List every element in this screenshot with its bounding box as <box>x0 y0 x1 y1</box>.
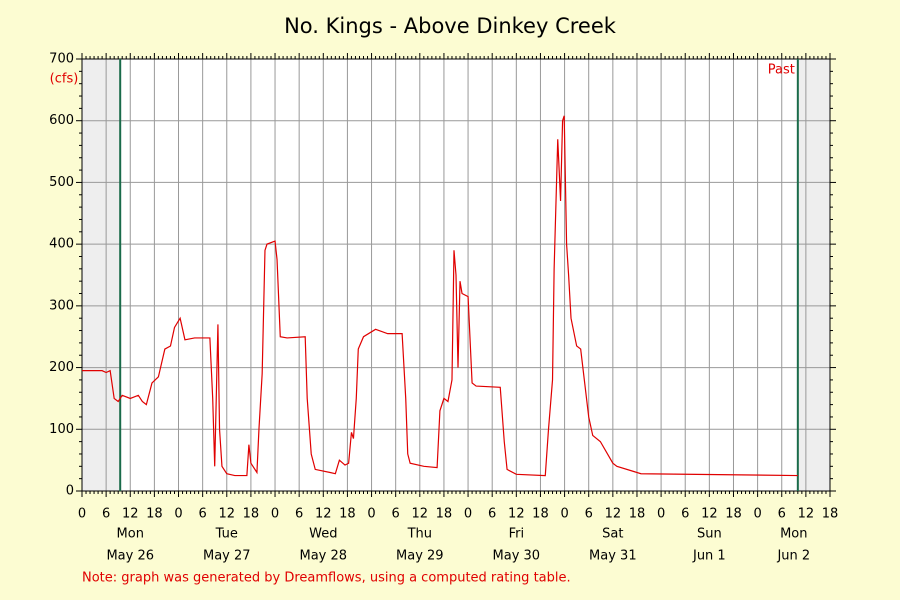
y-tick-label: 100 <box>49 422 74 437</box>
day-label: Mon <box>780 527 807 542</box>
chart-title: No. Kings - Above Dinkey Creek <box>284 14 617 38</box>
x-tick-label: 0 <box>367 507 375 522</box>
x-tick-label: 18 <box>146 507 163 522</box>
x-tick-label: 6 <box>199 507 207 522</box>
x-tick-label: 0 <box>78 507 86 522</box>
x-tick-label: 0 <box>657 507 665 522</box>
x-tick-label: 12 <box>219 507 236 522</box>
flow-line <box>82 115 798 477</box>
x-tick-label: 0 <box>753 507 761 522</box>
x-tick-label: 18 <box>822 507 839 522</box>
x-tick-label: 6 <box>392 507 400 522</box>
x-tick-label: 12 <box>508 507 525 522</box>
y-axis-label: (cfs) <box>50 72 79 87</box>
x-tick-label: 12 <box>701 507 718 522</box>
date-label: Jun 1 <box>692 549 726 564</box>
day-label: Thu <box>407 527 432 542</box>
date-label: May 30 <box>493 549 541 564</box>
past-annotation: Past <box>768 63 795 78</box>
date-label: May 31 <box>589 549 637 564</box>
shaded-region <box>797 59 830 491</box>
x-tick-label: 18 <box>243 507 260 522</box>
shaded-region <box>82 59 121 491</box>
x-tick-label: 6 <box>295 507 303 522</box>
day-label: Sat <box>602 527 623 542</box>
x-tick-label: 0 <box>464 507 472 522</box>
date-label: May 27 <box>203 549 251 564</box>
x-tick-label: 18 <box>629 507 646 522</box>
x-tick-label: 6 <box>585 507 593 522</box>
x-tick-label: 12 <box>122 507 139 522</box>
x-tick-label: 12 <box>412 507 429 522</box>
x-tick-label: 6 <box>681 507 689 522</box>
x-tick-label: 12 <box>798 507 815 522</box>
note: Note: graph was generated by Dreamflows,… <box>82 571 571 586</box>
x-tick-label: 12 <box>605 507 622 522</box>
y-tick-label: 600 <box>49 113 74 128</box>
date-label: Jun 2 <box>776 549 810 564</box>
y-tick-label: 700 <box>49 52 74 67</box>
x-tick-label: 18 <box>532 507 549 522</box>
x-tick-label: 18 <box>339 507 356 522</box>
y-tick-label: 400 <box>49 237 74 252</box>
date-label: May 26 <box>106 549 154 564</box>
y-tick-label: 0 <box>66 484 74 499</box>
day-label: Tue <box>215 527 238 542</box>
day-label: Fri <box>509 527 525 542</box>
date-label: May 29 <box>396 549 444 564</box>
date-label: May 28 <box>300 549 348 564</box>
x-tick-label: 0 <box>174 507 182 522</box>
x-tick-label: 0 <box>560 507 568 522</box>
y-tick-label: 500 <box>49 175 74 190</box>
day-label: Wed <box>309 527 337 542</box>
x-tick-label: 0 <box>271 507 279 522</box>
x-tick-label: 6 <box>778 507 786 522</box>
x-tick-label: 6 <box>102 507 110 522</box>
plot-frame <box>81 58 831 492</box>
day-label: Sun <box>697 527 722 542</box>
day-label: Mon <box>117 527 144 542</box>
y-tick-label: 300 <box>49 298 74 313</box>
x-tick-label: 6 <box>488 507 496 522</box>
x-tick-label: 18 <box>436 507 453 522</box>
x-tick-label: 12 <box>315 507 332 522</box>
y-tick-label: 200 <box>49 360 74 375</box>
x-tick-label: 18 <box>725 507 742 522</box>
